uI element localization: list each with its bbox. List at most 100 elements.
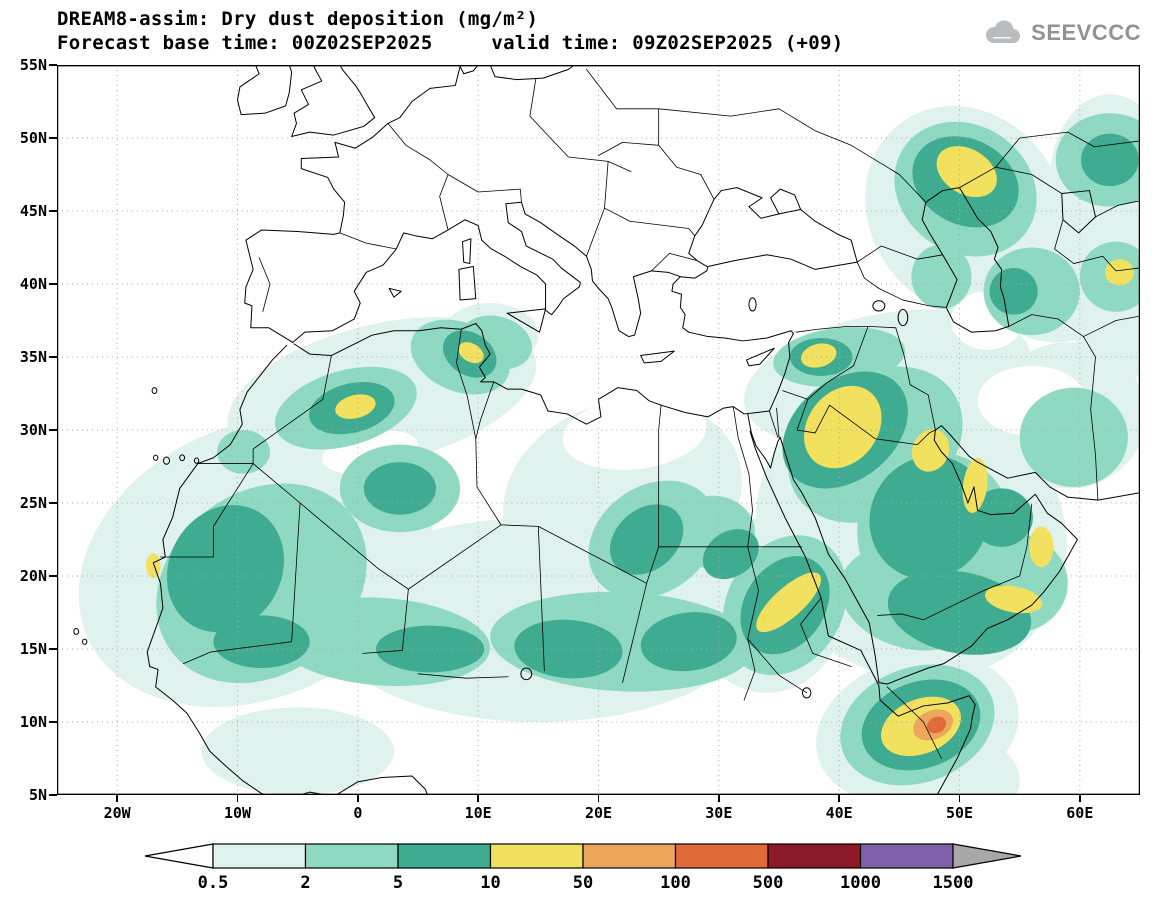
colorbar-segment-500 (767, 843, 862, 869)
coast-sea-of-azov (771, 189, 801, 214)
coast-canary-4 (194, 458, 198, 463)
coast-crete (641, 351, 675, 363)
lat-tick (49, 137, 57, 139)
lake-tana (802, 688, 810, 698)
coast-arabia (780, 426, 1140, 684)
cloud-icon (986, 20, 1021, 43)
lat-label-20N: 20N (19, 567, 47, 585)
lat-tick (49, 356, 57, 358)
colorbar-label-1500: 1500 (932, 873, 974, 893)
lat-label-50N: 50N (19, 129, 47, 147)
colorbar-labels: 0.5 2 5 10 50 100 500 1000 1500 (143, 873, 1023, 897)
coast-europe-mediterranean (245, 66, 681, 342)
coast-corsica (463, 239, 471, 264)
lon-label-40E: 40E (825, 804, 853, 822)
coast-madeira (152, 388, 157, 394)
lat-tick (49, 502, 57, 504)
lat-label-55N: 55N (19, 56, 47, 74)
lat-label-25N: 25N (19, 494, 47, 512)
colorbar-scale (144, 843, 1022, 869)
map-title: DREAM8-assim: Dry dust deposition (mg/m²… (57, 8, 539, 30)
coast-turkey-blacksea (672, 188, 857, 341)
lake-van (873, 301, 885, 311)
coastlines (74, 65, 1140, 795)
lat-tick (49, 64, 57, 66)
lat-tick (49, 648, 57, 650)
lon-tick (236, 795, 239, 802)
lat-label-5N: 5N (28, 786, 47, 804)
colorbar-segment-1000 (859, 843, 954, 869)
coast-ireland (238, 65, 292, 115)
colorbar-label-2: 2 (300, 873, 311, 893)
lat-label-15N: 15N (19, 640, 47, 658)
coast-canary-3 (180, 455, 185, 461)
lat-label-45N: 45N (19, 202, 47, 220)
lat-tick (49, 575, 57, 577)
colorbar-label-50: 50 (572, 873, 594, 893)
map-canvas (57, 65, 1140, 795)
map-plot-area: 55N 50N 45N 40N 35N 30N 25N 20N 15N 10N 5N 20W 10W 0 1… (20, 56, 1140, 822)
lon-label-0: 0 (353, 804, 363, 822)
colorbar (143, 843, 1023, 869)
coast-caspian (922, 188, 1009, 333)
colorbar-label-10: 10 (480, 873, 501, 893)
coast-africa-mediterranean (294, 323, 793, 424)
lon-label-20E: 20E (584, 804, 613, 822)
colorbar-segment-100 (674, 843, 769, 869)
lon-tick (1079, 795, 1081, 802)
coast-capeverde-2 (83, 639, 87, 644)
lat-label-35N: 35N (19, 348, 47, 366)
contour-fill-100 (927, 716, 947, 734)
coast-sicily (507, 309, 546, 332)
colorbar-label-5: 5 (392, 873, 404, 893)
lon-label-20W: 20W (103, 804, 131, 822)
map-subtitle: Forecast base time: 00Z02SEP2025 valid t… (57, 32, 844, 54)
lat-tick (49, 794, 57, 796)
coast-canary-2 (163, 457, 169, 464)
coast-cyprus (747, 348, 775, 366)
colorbar-label-500: 500 (752, 873, 784, 893)
lon-label-10E: 10E (464, 804, 492, 822)
lon-tick (718, 795, 720, 802)
seevccc-logo: SEEVCCC (980, 18, 1141, 48)
colorbar-segment-10 (489, 843, 584, 869)
lon-label-30E: 30E (705, 804, 733, 822)
lon-tick (477, 795, 479, 802)
colorbar-segment-0.5 (212, 843, 307, 869)
lon-tick (838, 795, 840, 802)
lon-label-50E: 50E (945, 804, 974, 822)
lat-tick (49, 721, 57, 723)
colorbar-segment-2 (304, 843, 399, 869)
coast-sardinia (459, 266, 476, 300)
title-block: DREAM8-assim: Dry dust deposition (mg/m²… (57, 7, 844, 55)
gridlines (57, 65, 1140, 795)
colorbar-label-1000: 1000 (840, 873, 881, 893)
coast-baltic (460, 65, 574, 80)
lon-label-10W: 10W (223, 804, 252, 822)
lon-tick (597, 795, 600, 802)
colorbar-over-arrow (952, 843, 1022, 869)
colorbar-segment-5 (397, 843, 492, 869)
lat-tick (49, 210, 57, 212)
colorbar-label-100: 100 (660, 873, 691, 893)
lon-label-60E: 60E (1066, 804, 1094, 822)
map-frame (57, 66, 1139, 795)
lat-label-30N: 30N (19, 421, 47, 439)
country-borders (160, 69, 1140, 758)
coast-britain (292, 65, 375, 137)
lon-tick (357, 795, 359, 802)
logo-text: SEEVCCC (1031, 20, 1141, 45)
coast-sinai (748, 414, 780, 468)
lon-tick (958, 795, 961, 802)
lat-tick (49, 283, 57, 285)
lat-tick (49, 429, 57, 431)
coast-balearics (389, 288, 401, 297)
colorbar-segment-50 (582, 843, 677, 869)
lat-label-10N: 10N (19, 713, 47, 731)
lon-tick (116, 795, 118, 802)
coast-aral (1062, 191, 1096, 233)
lake-urmia (898, 310, 908, 326)
lake-tuz (749, 298, 756, 311)
colorbar-label-0.5: 0.5 (197, 873, 229, 893)
